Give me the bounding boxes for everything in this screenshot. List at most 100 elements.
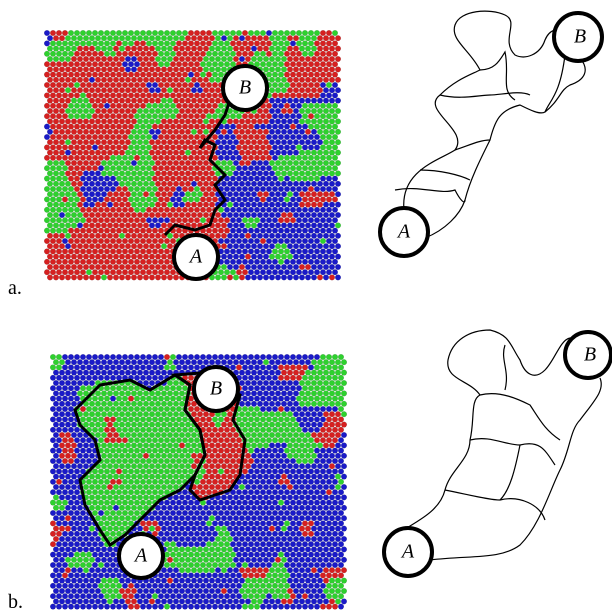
hex-cell	[56, 30, 62, 36]
hex-cell	[305, 150, 311, 156]
hex-cell	[308, 134, 314, 140]
hex-cell	[284, 593, 290, 599]
hex-cell	[308, 124, 314, 130]
hex-cell	[206, 562, 212, 568]
hex-cell	[272, 124, 278, 130]
hex-cell	[170, 155, 176, 161]
hex-cell	[239, 119, 245, 125]
hex-cell	[104, 437, 110, 443]
hex-cell	[245, 202, 251, 208]
hex-cell	[329, 160, 335, 166]
hex-cell	[92, 365, 98, 371]
hex-cell	[152, 155, 158, 161]
hex-cell	[230, 269, 236, 275]
hex-cell	[65, 411, 71, 417]
hex-cell	[119, 463, 125, 469]
hex-cell	[224, 531, 230, 537]
hex-cell	[197, 87, 203, 93]
hex-cell	[47, 87, 53, 93]
hex-cell	[287, 484, 293, 490]
hex-cell	[134, 259, 140, 265]
hex-cell	[65, 77, 71, 83]
hex-cell	[56, 186, 62, 192]
hex-cell	[188, 375, 194, 381]
hex-cell	[257, 35, 263, 41]
hex-cell	[236, 217, 242, 223]
hex-cell	[272, 458, 278, 464]
hex-cell	[113, 35, 119, 41]
hex-cell	[245, 401, 251, 407]
hex-cell	[293, 98, 299, 104]
hex-cell	[212, 61, 218, 67]
marker-label: B	[584, 344, 596, 366]
hex-cell	[227, 453, 233, 459]
hex-cell	[302, 458, 308, 464]
hex-cell	[164, 417, 170, 423]
hex-cell	[101, 233, 107, 239]
hex-cell	[104, 396, 110, 402]
hex-cell	[101, 150, 107, 156]
hex-cell	[245, 463, 251, 469]
hex-cell	[80, 521, 86, 527]
hex-cell	[308, 145, 314, 151]
hex-cell	[293, 129, 299, 135]
hex-cell	[314, 604, 320, 610]
hex-cell	[221, 35, 227, 41]
hex-cell	[74, 354, 80, 360]
hex-cell	[131, 160, 137, 166]
hex-cell	[158, 228, 164, 234]
hex-cell	[122, 604, 128, 610]
hex-cell	[212, 583, 218, 589]
hex-cell	[158, 186, 164, 192]
hex-cell	[203, 129, 209, 135]
hex-cell	[92, 593, 98, 599]
hex-cell	[167, 243, 173, 249]
hex-cell	[158, 375, 164, 381]
hex-cell	[158, 72, 164, 78]
hex-cell	[158, 51, 164, 57]
hex-cell	[125, 212, 131, 218]
hex-cell	[170, 593, 176, 599]
hex-cell	[89, 160, 95, 166]
hex-cell	[281, 254, 287, 260]
hex-cell	[119, 526, 125, 532]
hex-cell	[68, 176, 74, 182]
hex-cell	[197, 181, 203, 187]
hex-cell	[101, 212, 107, 218]
hex-cell	[137, 191, 143, 197]
hex-cell	[77, 578, 83, 584]
hex-cell	[110, 249, 116, 255]
hex-cell	[335, 35, 341, 41]
hex-cell	[260, 562, 266, 568]
hex-cell	[128, 134, 134, 140]
hex-cell	[263, 484, 269, 490]
hex-cell	[53, 422, 59, 428]
hex-cell	[95, 370, 101, 376]
hex-cell	[332, 406, 338, 412]
hex-cell	[326, 469, 332, 475]
hex-cell	[236, 186, 242, 192]
hex-cell	[203, 422, 209, 428]
hex-cell	[209, 578, 215, 584]
hex-cell	[287, 432, 293, 438]
hex-cell	[302, 51, 308, 57]
hex-cell	[290, 396, 296, 402]
hex-cell	[275, 191, 281, 197]
hex-cell	[263, 171, 269, 177]
hex-cell	[299, 264, 305, 270]
hex-cell	[98, 259, 104, 265]
hex-cell	[281, 495, 287, 501]
hex-cell	[80, 217, 86, 223]
hex-cell	[56, 385, 62, 391]
hex-cell	[68, 521, 74, 527]
hex-cell	[242, 489, 248, 495]
hex-cell	[173, 35, 179, 41]
hex-cell	[221, 46, 227, 52]
hex-cell	[107, 474, 113, 480]
hex-cell	[320, 145, 326, 151]
hex-cell	[191, 139, 197, 145]
hex-cell	[209, 35, 215, 41]
hex-cell	[188, 155, 194, 161]
hex-cell	[194, 593, 200, 599]
hex-cell	[188, 145, 194, 151]
